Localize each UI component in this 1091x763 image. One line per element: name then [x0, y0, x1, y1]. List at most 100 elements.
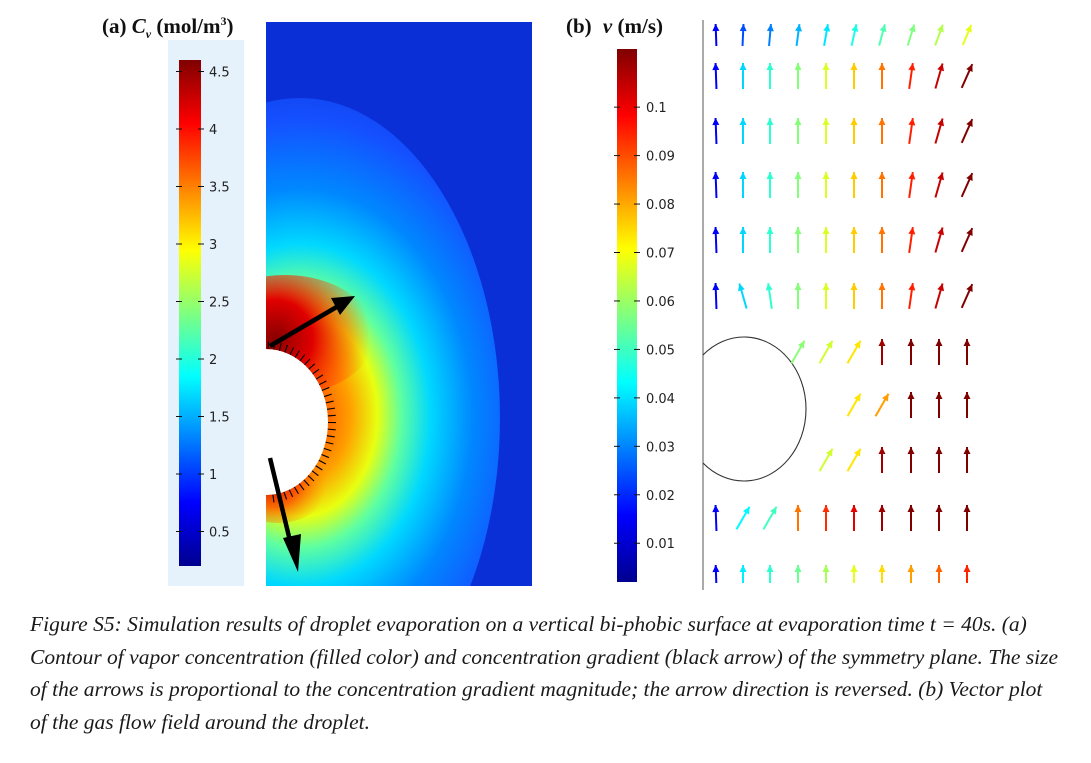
vector-head	[878, 283, 886, 290]
surface-tick	[315, 374, 324, 380]
vector-head	[937, 172, 945, 181]
vector-head	[739, 118, 747, 125]
panel-a-unit-exp: 3	[220, 14, 227, 28]
gradient-arrow-bottom	[267, 457, 294, 546]
vector-head	[878, 118, 886, 125]
vector-head	[822, 172, 830, 179]
panel-b-colorbar: 0.1 0.09 0.08 0.07 0.06 0.05 0.04 0.03 0.02 0.01	[614, 49, 675, 582]
vector-head	[766, 118, 774, 125]
surface-tick	[298, 483, 305, 491]
vector-head	[797, 340, 805, 349]
surface-tick	[326, 407, 336, 410]
vector-head	[878, 172, 886, 179]
vector-head	[712, 118, 720, 126]
surface-tick	[321, 386, 330, 391]
surface-tick	[283, 491, 288, 500]
vector-head	[766, 63, 774, 70]
colorbar-b-tick-label: 0.04	[646, 392, 675, 407]
panel-a-label: (a)	[102, 14, 127, 38]
surface-tick	[312, 368, 320, 375]
figure-svg: 4.543.532.521.510.5 0.10.090.080.070.060…	[168, 20, 974, 590]
colorbar-b-tick-label: 0.06	[646, 295, 675, 310]
surface-tick	[325, 441, 334, 445]
colorbar-a-gradient	[179, 60, 201, 566]
vector-head	[765, 283, 773, 291]
vector-head	[908, 24, 916, 33]
vector-head	[853, 393, 861, 402]
surface-tick	[304, 358, 311, 366]
panel-a-variable: C	[131, 14, 146, 38]
vector-head	[908, 172, 916, 180]
vector-head	[878, 505, 886, 512]
surface-tick	[326, 435, 335, 438]
colorbar-b-tick-label: 0.03	[646, 440, 675, 455]
surface-tick	[293, 486, 299, 495]
surface-tick	[323, 393, 332, 398]
colorbar-a-tick-label: 4.5	[209, 66, 230, 81]
surface-tick	[311, 470, 319, 477]
surface-tick	[307, 475, 315, 482]
colorbar-a-tick-label: 1	[209, 468, 217, 483]
colorbar-b-gradient	[617, 49, 637, 582]
surface-tick	[303, 479, 310, 487]
surface-tick	[318, 459, 327, 465]
vector-head	[794, 63, 802, 70]
panel-a-contour	[266, 22, 532, 586]
vector-head	[935, 565, 943, 572]
colorbar-a-tick-label: 3.5	[209, 181, 230, 196]
surface-tick	[278, 342, 282, 351]
panel-a-unit-open: (mol/m	[156, 14, 221, 38]
panel-b-variable: v	[602, 14, 613, 38]
vector-head	[769, 506, 777, 515]
vector-head	[907, 505, 915, 512]
vector-head	[739, 24, 747, 32]
vector-head	[853, 340, 861, 349]
vector-head	[822, 63, 830, 70]
vector-head	[963, 392, 971, 399]
vector-head	[822, 227, 830, 234]
vector-head	[878, 227, 886, 234]
vector-head	[965, 24, 972, 33]
vector-head	[739, 227, 747, 234]
vector-head	[822, 118, 830, 125]
surface-tick	[327, 414, 336, 417]
surface-tick	[289, 347, 295, 355]
vector-head	[822, 283, 830, 290]
vector-head	[937, 63, 945, 72]
vector-head	[963, 339, 971, 346]
surface-tick	[325, 400, 334, 404]
surface-tick	[294, 350, 300, 358]
vector-head	[794, 505, 802, 512]
vector-head	[908, 118, 916, 126]
surface-tick	[308, 363, 316, 370]
surface-tick	[321, 453, 330, 459]
droplet	[266, 349, 328, 495]
vector-head	[712, 505, 720, 513]
vector-head	[825, 340, 833, 349]
vector-head	[937, 283, 945, 292]
vector-head	[825, 448, 833, 457]
vector-head	[878, 339, 886, 346]
vector-head	[907, 339, 915, 346]
vector-head	[766, 565, 774, 572]
vector-head	[966, 284, 973, 292]
velocity-vectors	[712, 23, 974, 584]
vector-head	[739, 172, 747, 179]
figure-caption: Figure S5: Simulation results of droplet…	[30, 612, 1059, 734]
panel-a-unit-close: )	[226, 14, 234, 38]
vector-head	[966, 228, 973, 236]
vector-head	[712, 24, 720, 32]
vector-head	[739, 565, 747, 572]
gradient-arrow-top	[268, 303, 342, 348]
surface-tick	[323, 447, 332, 452]
panel-b-vector-field	[702, 20, 974, 590]
vector-head	[712, 565, 720, 573]
vector-head	[850, 118, 858, 125]
vector-head	[966, 173, 973, 181]
vector-head	[879, 24, 887, 33]
panel-a-colorbar: 4.5 4 3.5 3 2.5 2 1.5 1 0.5	[168, 40, 244, 586]
vector-head	[794, 118, 802, 125]
vector-head	[766, 172, 774, 179]
panel-a-title: (a) Cv (mol/m3)	[102, 14, 234, 42]
colorbar-b-tick-label: 0.09	[646, 150, 675, 165]
